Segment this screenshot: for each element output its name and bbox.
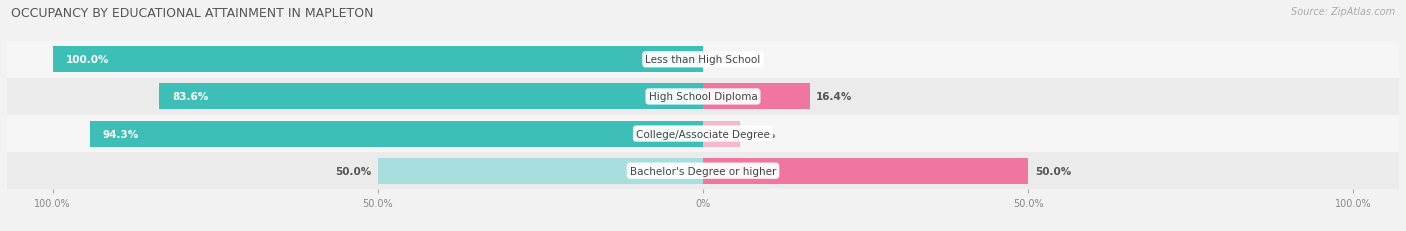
Text: Bachelor's Degree or higher: Bachelor's Degree or higher: [630, 166, 776, 176]
Bar: [7, 116, 1399, 152]
Text: 5.7%: 5.7%: [747, 129, 776, 139]
Bar: [159, 84, 703, 110]
Bar: [703, 84, 810, 110]
Bar: [7, 79, 1399, 116]
Text: OCCUPANCY BY EDUCATIONAL ATTAINMENT IN MAPLETON: OCCUPANCY BY EDUCATIONAL ATTAINMENT IN M…: [11, 7, 374, 20]
Bar: [703, 121, 740, 147]
Text: 94.3%: 94.3%: [103, 129, 139, 139]
Bar: [703, 158, 1028, 184]
Text: Source: ZipAtlas.com: Source: ZipAtlas.com: [1291, 7, 1395, 17]
Text: Less than High School: Less than High School: [645, 55, 761, 65]
Text: 0.0%: 0.0%: [710, 55, 738, 65]
Text: 50.0%: 50.0%: [335, 166, 371, 176]
Text: 83.6%: 83.6%: [173, 92, 208, 102]
Text: High School Diploma: High School Diploma: [648, 92, 758, 102]
Bar: [7, 152, 1399, 189]
Bar: [90, 121, 703, 147]
Bar: [7, 42, 1399, 79]
Text: College/Associate Degree: College/Associate Degree: [636, 129, 770, 139]
Text: 16.4%: 16.4%: [815, 92, 852, 102]
Bar: [378, 158, 703, 184]
Text: 100.0%: 100.0%: [66, 55, 110, 65]
Bar: [52, 47, 703, 73]
Text: 50.0%: 50.0%: [1035, 166, 1071, 176]
